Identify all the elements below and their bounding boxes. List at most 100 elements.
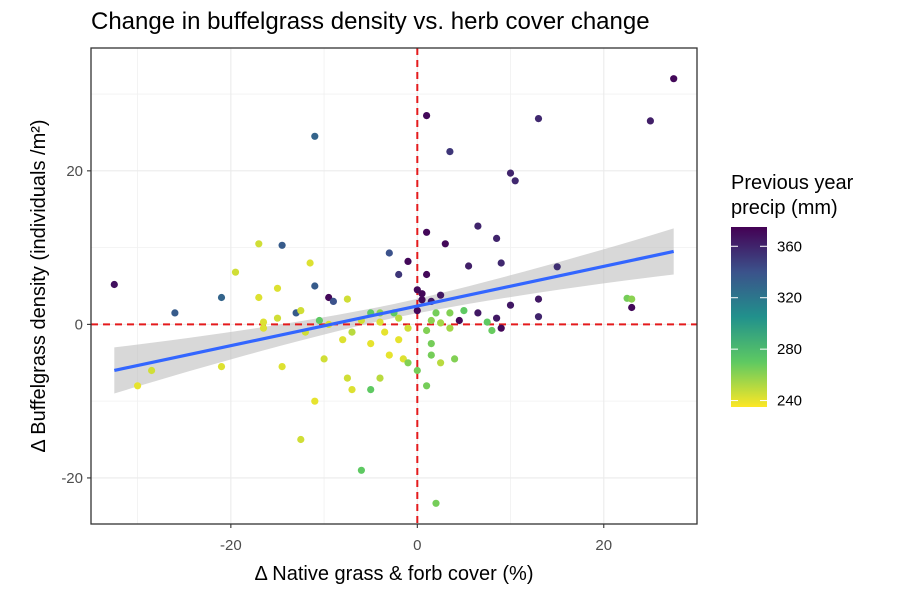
data-point (511, 177, 519, 185)
x-tick-label: -20 (220, 537, 242, 554)
data-point (451, 355, 459, 363)
data-point (404, 324, 412, 332)
data-point (437, 291, 445, 299)
data-point (329, 297, 337, 305)
data-point (423, 228, 431, 236)
data-point (432, 309, 440, 317)
data-point (110, 280, 118, 289)
data-point (385, 249, 393, 257)
data-point (148, 366, 156, 375)
x-axis-title: Δ Native grass & forb cover (%) (254, 563, 533, 585)
data-point (423, 382, 431, 390)
legend-tick-label: 280 (777, 341, 802, 358)
data-point (497, 259, 505, 267)
data-point (474, 309, 482, 317)
data-point (493, 314, 501, 322)
x-axis: -20 0 20 (220, 524, 612, 554)
data-point (297, 307, 305, 315)
data-points (110, 75, 678, 507)
data-point (465, 262, 473, 270)
data-point (628, 303, 636, 312)
legend-tick-label: 360 (777, 238, 802, 255)
data-point (413, 366, 421, 375)
data-point (446, 309, 454, 317)
data-point (628, 295, 636, 303)
x-tick-label: 20 (595, 537, 612, 554)
data-point (278, 241, 286, 249)
data-point (348, 386, 356, 394)
data-point (395, 336, 403, 344)
legend-title-line-2: precip (mm) (731, 197, 838, 219)
color-legend: Previous year precip (mm) 240 280 320 360 (731, 172, 854, 410)
data-point (506, 169, 515, 177)
data-point (427, 340, 435, 348)
data-point (217, 363, 226, 371)
data-point (339, 336, 347, 344)
data-point (273, 314, 282, 322)
data-point (357, 466, 365, 474)
data-point (259, 318, 268, 326)
data-point (488, 326, 496, 335)
legend-colorbar (731, 227, 767, 407)
data-point (231, 268, 240, 276)
data-point (273, 284, 282, 292)
data-point (455, 316, 463, 325)
data-point (367, 386, 375, 394)
data-point (255, 240, 263, 248)
data-point (297, 435, 305, 444)
data-point (474, 222, 482, 230)
data-point (395, 314, 403, 322)
data-point (381, 328, 389, 336)
chart-title: Change in buffelgrass density vs. herb c… (91, 8, 650, 35)
data-point (437, 359, 445, 367)
data-point (646, 117, 655, 125)
data-point (320, 355, 328, 363)
data-point (413, 307, 421, 315)
data-point (427, 351, 435, 359)
data-point (483, 318, 491, 326)
x-tick-label: 0 (413, 537, 421, 554)
data-point (367, 340, 375, 348)
data-point (171, 309, 179, 317)
data-point (217, 293, 226, 302)
data-point (278, 363, 286, 371)
data-point (376, 318, 384, 326)
plot-border (90, 47, 698, 525)
data-point (404, 257, 412, 265)
data-point (395, 270, 403, 279)
y-tick-label: -20 (61, 470, 83, 487)
data-point (670, 75, 678, 83)
legend-ticks: 240 280 320 360 (731, 238, 802, 410)
data-point (423, 270, 431, 279)
data-point (493, 234, 501, 242)
data-point (446, 324, 454, 332)
data-point (460, 307, 468, 315)
data-point (534, 295, 543, 303)
y-axis-title: Δ Buffelgrass density (individuals /m²) (28, 119, 50, 452)
data-point (437, 319, 445, 327)
plot-panel (91, 48, 697, 524)
y-tick-label: 0 (75, 316, 83, 333)
trend-line-group (113, 249, 675, 373)
data-point (418, 290, 426, 298)
data-point (315, 316, 323, 325)
data-point (311, 397, 319, 405)
data-point (423, 326, 431, 335)
data-point (404, 359, 412, 367)
data-point (446, 148, 454, 156)
data-point (259, 324, 268, 332)
reference-lines (91, 48, 697, 524)
data-point (343, 295, 351, 303)
legend-tick-label: 240 (777, 393, 802, 410)
data-point (423, 112, 431, 120)
data-point (553, 263, 561, 271)
data-point (432, 499, 440, 507)
data-point (497, 324, 505, 332)
data-point (311, 282, 319, 290)
y-tick-label: 20 (66, 163, 83, 180)
data-point (534, 313, 543, 321)
data-point (506, 301, 515, 309)
data-point (255, 293, 263, 302)
data-point (306, 259, 314, 267)
